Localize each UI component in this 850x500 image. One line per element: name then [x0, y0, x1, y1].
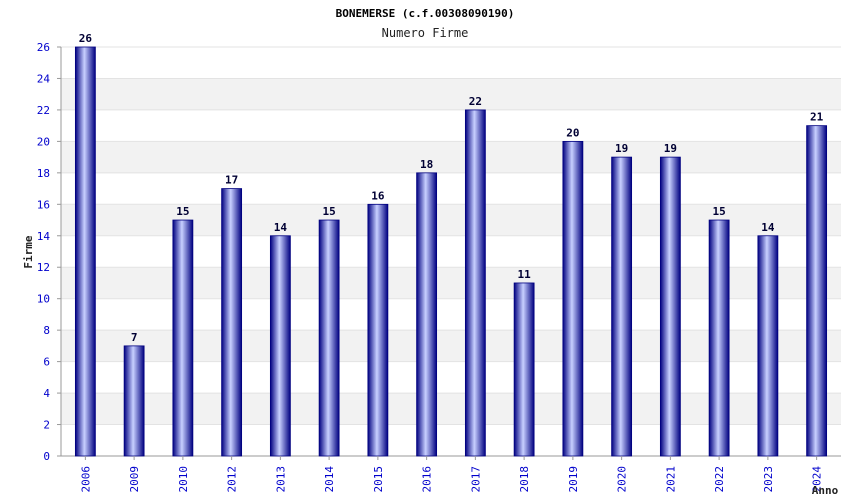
- bar-2021: [659, 156, 681, 457]
- x-tick-label-2010: 2010: [177, 466, 190, 493]
- value-label-2015: 16: [371, 189, 385, 202]
- y-tick-label: 0: [43, 450, 50, 463]
- x-tick-label-2017: 2017: [469, 466, 482, 493]
- y-tick-label: 24: [37, 72, 51, 85]
- y-tick-label: 10: [37, 293, 50, 306]
- value-label-2014: 15: [323, 205, 336, 218]
- x-axis-label: Anno: [812, 484, 839, 497]
- chart-title: BONEMERSE (c.f.00308090190): [336, 7, 515, 20]
- bar-2024: [806, 125, 828, 457]
- value-labels: 26 7 15 17 14 15 16 18 22 11 20 19 19 15 14 21: [79, 32, 824, 344]
- bar-2010: [172, 219, 194, 457]
- value-label-2019: 20: [566, 126, 579, 139]
- y-tick-label: 14: [37, 230, 51, 243]
- y-tick-label: 16: [37, 198, 50, 211]
- y-tick-label: 2: [43, 419, 50, 432]
- bar-2019: [562, 140, 584, 457]
- bar-2006: [74, 46, 96, 457]
- chart-subtitle: Numero Firme: [382, 26, 469, 40]
- bar-2014: [318, 219, 340, 457]
- grid-band: [61, 78, 841, 110]
- x-tick-label-2024: 2024: [811, 466, 824, 493]
- x-tick-label-2022: 2022: [713, 466, 726, 493]
- value-label-2017: 22: [469, 95, 482, 108]
- x-tick-label-2013: 2013: [274, 466, 287, 493]
- x-tick-label-2018: 2018: [518, 466, 531, 493]
- x-tick-label-2023: 2023: [762, 466, 775, 493]
- value-label-2023: 14: [761, 221, 775, 234]
- value-label-2024: 21: [810, 111, 824, 124]
- x-tick-label-2015: 2015: [372, 466, 385, 493]
- y-tick-label: 4: [43, 387, 50, 400]
- x-tick-label-2006: 2006: [79, 466, 92, 493]
- value-label-2018: 11: [518, 268, 532, 281]
- x-tick-labels: 2006 2009 2010 2012 2013 2014 2015 2016 2017 2018…: [79, 456, 824, 493]
- y-tick-label: 26: [37, 41, 50, 54]
- y-tick-label: 6: [43, 356, 50, 369]
- value-label-2009: 7: [131, 331, 138, 344]
- x-tick-label-2020: 2020: [616, 466, 629, 493]
- value-label-2016: 18: [420, 158, 433, 171]
- value-label-2013: 14: [274, 221, 288, 234]
- x-tick-label-2016: 2016: [421, 466, 434, 493]
- bar-2013: [269, 235, 291, 457]
- bar-2015: [367, 203, 389, 457]
- grid-band: [61, 141, 841, 173]
- x-tick-label-2021: 2021: [664, 466, 677, 493]
- value-label-2006: 26: [79, 32, 93, 45]
- bar-2023: [757, 235, 779, 457]
- y-axis-label: Firme: [22, 235, 35, 268]
- bar-2016: [416, 172, 438, 457]
- y-tick-label: 8: [43, 324, 50, 337]
- bar-2017: [464, 109, 486, 457]
- value-label-2020: 19: [615, 142, 628, 155]
- bar-2022: [708, 219, 730, 457]
- x-tick-label-2012: 2012: [226, 466, 239, 493]
- bar-2009: [123, 345, 145, 457]
- bars: [74, 46, 828, 457]
- value-label-2022: 15: [713, 205, 726, 218]
- y-tick-label: 12: [37, 261, 50, 274]
- y-tick-label: 22: [37, 104, 50, 117]
- y-tick-label: 18: [37, 167, 50, 180]
- bar-2018: [513, 282, 535, 457]
- value-label-2010: 15: [176, 205, 189, 218]
- value-label-2021: 19: [664, 142, 677, 155]
- x-tick-label-2009: 2009: [128, 466, 141, 493]
- x-tick-label-2014: 2014: [323, 466, 336, 493]
- bar-2012: [221, 188, 243, 457]
- y-tick-label: 20: [37, 135, 50, 148]
- bar-2020: [611, 156, 633, 457]
- x-tick-label-2019: 2019: [567, 466, 580, 493]
- value-label-2012: 17: [225, 174, 238, 187]
